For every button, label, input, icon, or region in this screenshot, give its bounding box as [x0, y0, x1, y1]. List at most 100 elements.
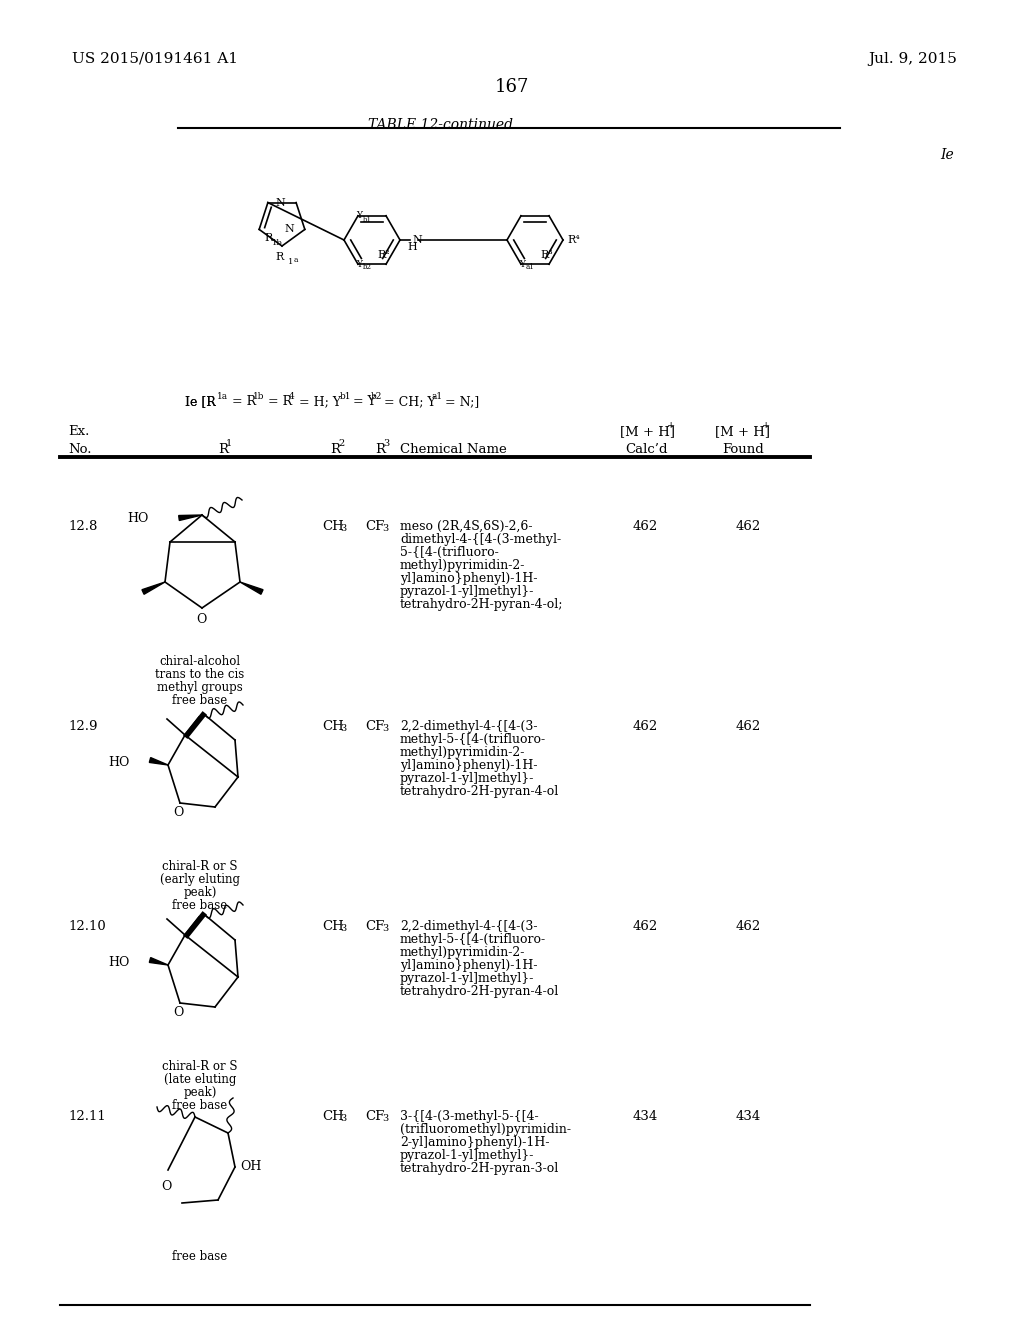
Text: 12.11: 12.11: [68, 1110, 105, 1123]
Text: 12.9: 12.9: [68, 719, 97, 733]
Text: H: H: [408, 242, 417, 252]
Text: 2,2-dimethyl-4-{[4-(3-: 2,2-dimethyl-4-{[4-(3-: [400, 920, 538, 933]
Text: 462: 462: [735, 520, 761, 533]
Polygon shape: [142, 582, 165, 594]
Text: HO: HO: [109, 756, 130, 770]
Polygon shape: [150, 758, 168, 766]
Text: CF: CF: [365, 1110, 384, 1123]
Text: 1b: 1b: [272, 239, 283, 247]
Text: N: N: [275, 198, 285, 207]
Text: = N;]: = N;]: [441, 395, 479, 408]
Text: Chemical Name: Chemical Name: [400, 444, 507, 455]
Text: [M + H]: [M + H]: [715, 425, 770, 438]
Text: chiral-alcohol: chiral-alcohol: [160, 655, 241, 668]
Text: 3: 3: [382, 1114, 388, 1123]
Text: (trifluoromethyl)pyrimidin-: (trifluoromethyl)pyrimidin-: [400, 1123, 571, 1137]
Text: pyrazol-1-yl]methyl}-: pyrazol-1-yl]methyl}-: [400, 772, 535, 785]
Text: free base: free base: [172, 694, 227, 708]
Text: 462: 462: [633, 719, 657, 733]
Text: 434: 434: [633, 1110, 657, 1123]
Text: +: +: [762, 421, 770, 430]
Text: Ie [R: Ie [R: [185, 395, 216, 408]
Text: N: N: [412, 235, 422, 246]
Text: R: R: [275, 252, 284, 261]
Text: tetrahydro-2H-pyran-3-ol: tetrahydro-2H-pyran-3-ol: [400, 1162, 559, 1175]
Text: (early eluting: (early eluting: [160, 873, 240, 886]
Text: 167: 167: [495, 78, 529, 96]
Text: b2: b2: [371, 392, 382, 401]
Text: peak): peak): [183, 886, 217, 899]
Text: 1: 1: [288, 257, 293, 267]
Polygon shape: [178, 515, 202, 520]
Text: 3: 3: [340, 1114, 346, 1123]
Text: free base: free base: [172, 1100, 227, 1111]
Text: 3: 3: [340, 924, 346, 933]
Text: No.: No.: [68, 444, 91, 455]
Text: b2: b2: [362, 263, 372, 271]
Text: HO: HO: [128, 511, 150, 524]
Text: yl]amino}phenyl)-1H-: yl]amino}phenyl)-1H-: [400, 960, 538, 972]
Text: Ex.: Ex.: [68, 425, 89, 438]
Text: 462: 462: [633, 520, 657, 533]
Text: = R: = R: [228, 395, 256, 408]
Text: Found: Found: [722, 444, 764, 455]
Text: 3: 3: [382, 723, 388, 733]
Text: Y: Y: [356, 260, 362, 269]
Text: a: a: [294, 256, 299, 264]
Text: CH: CH: [322, 920, 344, 933]
Text: tetrahydro-2H-pyran-4-ol;: tetrahydro-2H-pyran-4-ol;: [400, 598, 563, 611]
Text: CH: CH: [322, 719, 344, 733]
Text: R³: R³: [541, 251, 553, 260]
Text: meso (2R,4S,6S)-2,6-: meso (2R,4S,6S)-2,6-: [400, 520, 532, 533]
Text: a1: a1: [432, 392, 443, 401]
Text: 12.8: 12.8: [68, 520, 97, 533]
Text: methyl)pyrimidin-2-: methyl)pyrimidin-2-: [400, 558, 525, 572]
Text: R²: R²: [378, 251, 390, 260]
Text: O: O: [162, 1180, 172, 1192]
Text: methyl)pyrimidin-2-: methyl)pyrimidin-2-: [400, 746, 525, 759]
Text: R⁴: R⁴: [567, 235, 580, 246]
Text: R: R: [218, 444, 228, 455]
Text: free base: free base: [172, 899, 227, 912]
Text: 462: 462: [735, 920, 761, 933]
Text: pyrazol-1-yl]methyl}-: pyrazol-1-yl]methyl}-: [400, 585, 535, 598]
Text: R: R: [264, 234, 272, 243]
Text: CF: CF: [365, 520, 384, 533]
Text: TABLE 12-continued: TABLE 12-continued: [368, 117, 512, 132]
Text: pyrazol-1-yl]methyl}-: pyrazol-1-yl]methyl}-: [400, 1148, 535, 1162]
Text: CF: CF: [365, 719, 384, 733]
Text: methyl groups: methyl groups: [157, 681, 243, 694]
Text: 3-{[4-(3-methyl-5-{[4-: 3-{[4-(3-methyl-5-{[4-: [400, 1110, 539, 1123]
Text: CH: CH: [322, 1110, 344, 1123]
Text: yl]amino}phenyl)-1H-: yl]amino}phenyl)-1H-: [400, 759, 538, 772]
Text: 3: 3: [382, 524, 388, 533]
Text: trans to the cis: trans to the cis: [156, 668, 245, 681]
Text: R: R: [375, 444, 385, 455]
Text: 5-{[4-(trifluoro-: 5-{[4-(trifluoro-: [400, 546, 499, 558]
Text: CF: CF: [365, 920, 384, 933]
Text: Y: Y: [519, 260, 525, 269]
Text: peak): peak): [183, 1086, 217, 1100]
Text: US 2015/0191461 A1: US 2015/0191461 A1: [72, 51, 238, 66]
Text: O: O: [196, 612, 206, 626]
Text: dimethyl-4-{[4-(3-methyl-: dimethyl-4-{[4-(3-methyl-: [400, 533, 561, 546]
Text: yl]amino}phenyl)-1H-: yl]amino}phenyl)-1H-: [400, 572, 538, 585]
Text: HO: HO: [109, 957, 130, 969]
Text: 1a: 1a: [217, 392, 228, 401]
Text: Calc’d: Calc’d: [625, 444, 668, 455]
Text: tetrahydro-2H-pyran-4-ol: tetrahydro-2H-pyran-4-ol: [400, 985, 559, 998]
Text: methyl-5-{[4-(trifluoro-: methyl-5-{[4-(trifluoro-: [400, 733, 546, 746]
Text: CH: CH: [322, 520, 344, 533]
Text: 12.10: 12.10: [68, 920, 105, 933]
Text: 2-yl]amino}phenyl)-1H-: 2-yl]amino}phenyl)-1H-: [400, 1137, 550, 1148]
Text: 3: 3: [340, 723, 346, 733]
Text: 3: 3: [383, 440, 389, 447]
Text: free base: free base: [172, 1250, 227, 1263]
Text: a1: a1: [526, 263, 535, 271]
Text: 4: 4: [289, 392, 295, 401]
Text: tetrahydro-2H-pyran-4-ol: tetrahydro-2H-pyran-4-ol: [400, 785, 559, 799]
Text: Ie: Ie: [940, 148, 953, 162]
Text: (late eluting: (late eluting: [164, 1073, 237, 1086]
Text: 462: 462: [633, 920, 657, 933]
Text: 3: 3: [382, 924, 388, 933]
